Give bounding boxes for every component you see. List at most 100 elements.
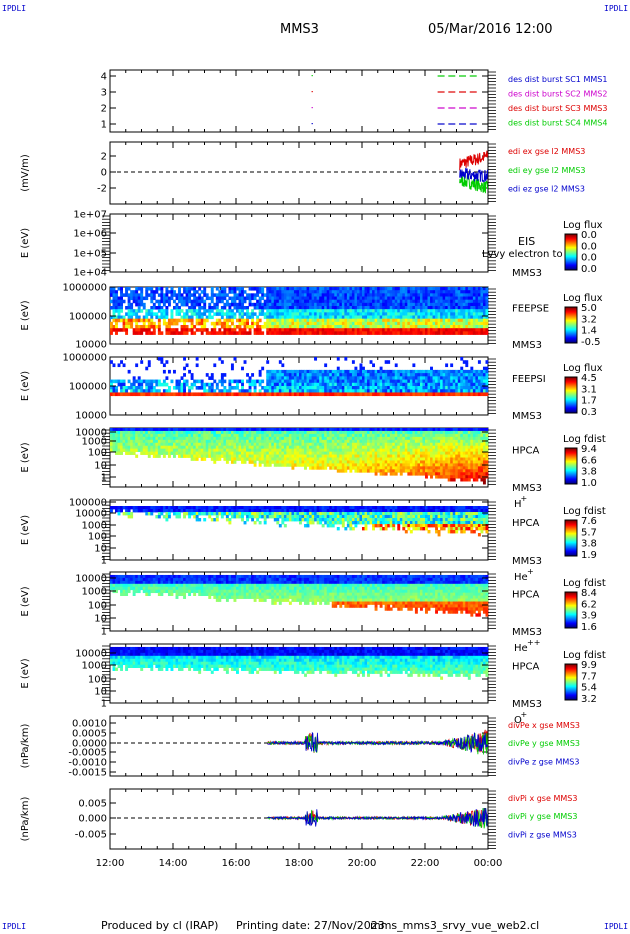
feepse-cell (306, 312, 310, 316)
eis-cbar-cell (565, 247, 577, 249)
hpca_h-cell (321, 460, 325, 464)
feepse-cell (326, 331, 330, 335)
feepsi-cell (268, 376, 272, 380)
feepse-cell (132, 299, 136, 304)
hpca_h-cell (339, 436, 343, 441)
feepse-cell (374, 315, 378, 320)
hpca_h-cell (238, 445, 242, 450)
feepsi-cell (228, 392, 232, 397)
feepse-cell (460, 328, 464, 332)
corner-mark-tl: IPDLI (2, 4, 27, 13)
hpca_h-cell (283, 448, 287, 452)
feepse-cell (283, 321, 287, 326)
feepse-cell (130, 290, 134, 294)
feepsi-cell (215, 386, 219, 390)
hpca_h-cell (117, 436, 121, 441)
hpca_h-cell (281, 445, 285, 450)
hpca_h-cell (218, 451, 222, 455)
feepsi-cbar-cell (565, 383, 577, 385)
feepse-cell (286, 290, 290, 294)
feepsi-cell (465, 373, 469, 377)
hpca_h-cell (314, 466, 318, 470)
hpca_h-cell (122, 442, 126, 447)
feepse-cell (299, 293, 302, 297)
feepse-cell (147, 309, 151, 313)
feepsi-cell (409, 392, 413, 397)
feepse-cell (243, 296, 247, 301)
feepse-cell (387, 302, 391, 307)
hpca_h-cell (120, 442, 123, 447)
feepsi-cell (467, 392, 471, 397)
hpca_h-cell (233, 428, 237, 432)
feepse-cell (394, 331, 398, 335)
feepsi-cell (324, 373, 328, 377)
feepse-cell (404, 328, 408, 332)
feepse-cell (115, 315, 118, 320)
feepse-cell (160, 296, 164, 301)
feepse-cell (140, 325, 144, 329)
feepse-cell (351, 296, 355, 301)
feepse-cell (112, 306, 116, 310)
feepse-cell (331, 321, 335, 326)
feepse-cell (188, 306, 192, 310)
feepse-cell (304, 318, 307, 323)
hpca_h-cell (306, 448, 310, 452)
feepsi-cell (140, 392, 144, 397)
hpca_h-cell (115, 445, 118, 450)
hpca_h-cell (137, 430, 141, 435)
hpca_h-cell (299, 445, 302, 450)
feepse-cell (238, 299, 242, 304)
feepse-cell (215, 331, 219, 335)
hpca_h-cell (246, 439, 249, 444)
feepse-cell (334, 325, 338, 329)
feepse-cell (173, 328, 176, 332)
feepsi-cell (110, 392, 113, 397)
hpca_h-cell (336, 454, 340, 458)
feepse-cell (203, 325, 207, 329)
feepse-cell (117, 312, 121, 316)
hpca_h-cell (336, 460, 340, 464)
feepsi-cell (457, 389, 461, 393)
feepsi-cell (293, 373, 297, 377)
hpca_h-cell (233, 460, 237, 464)
feepse-cell (115, 306, 118, 310)
feepse-cell (142, 306, 146, 310)
feepse-cell (127, 302, 131, 307)
feepsi-cell (465, 360, 469, 364)
feepsi-cell (387, 392, 391, 397)
feepse-cell (223, 328, 227, 332)
feepse-cell (437, 312, 441, 316)
feepsi-cell (183, 392, 186, 397)
feepse-cell (278, 315, 282, 320)
feepsi-cell (271, 379, 275, 384)
eis-cbar-cell (565, 237, 577, 239)
feepse-cell (382, 302, 386, 307)
feepse-cell (137, 293, 141, 297)
feepse-cell (384, 321, 388, 326)
feepse-cell (243, 328, 247, 332)
hpca_h-cell (377, 457, 381, 461)
feepse-cell (200, 325, 204, 329)
feepsi-cell (339, 392, 343, 397)
feepse-cell (241, 331, 244, 335)
hpca_h-cell (157, 433, 161, 438)
hpca_h-cell (165, 442, 169, 447)
hpca_h-cell (281, 428, 285, 432)
feepsi-cell (278, 379, 282, 384)
eis-cbar-cell (565, 246, 577, 248)
feepse-cell (351, 293, 355, 297)
feepse-cell (147, 325, 151, 329)
feepse-cell (384, 293, 388, 297)
feepsi-cell (382, 376, 386, 380)
feepse-cell (472, 302, 476, 307)
hpca_h-cell (180, 454, 184, 458)
feepse-cell (351, 318, 355, 323)
feepse-cell (387, 318, 391, 323)
feepse-cell (165, 331, 169, 335)
hpca_h-cell (384, 433, 388, 438)
hpca_h-cell (324, 445, 328, 450)
feepse-cell (339, 325, 343, 329)
feepsi-cell (412, 376, 416, 380)
feepse-cell (301, 306, 305, 310)
hpca_h-cell (291, 463, 295, 467)
